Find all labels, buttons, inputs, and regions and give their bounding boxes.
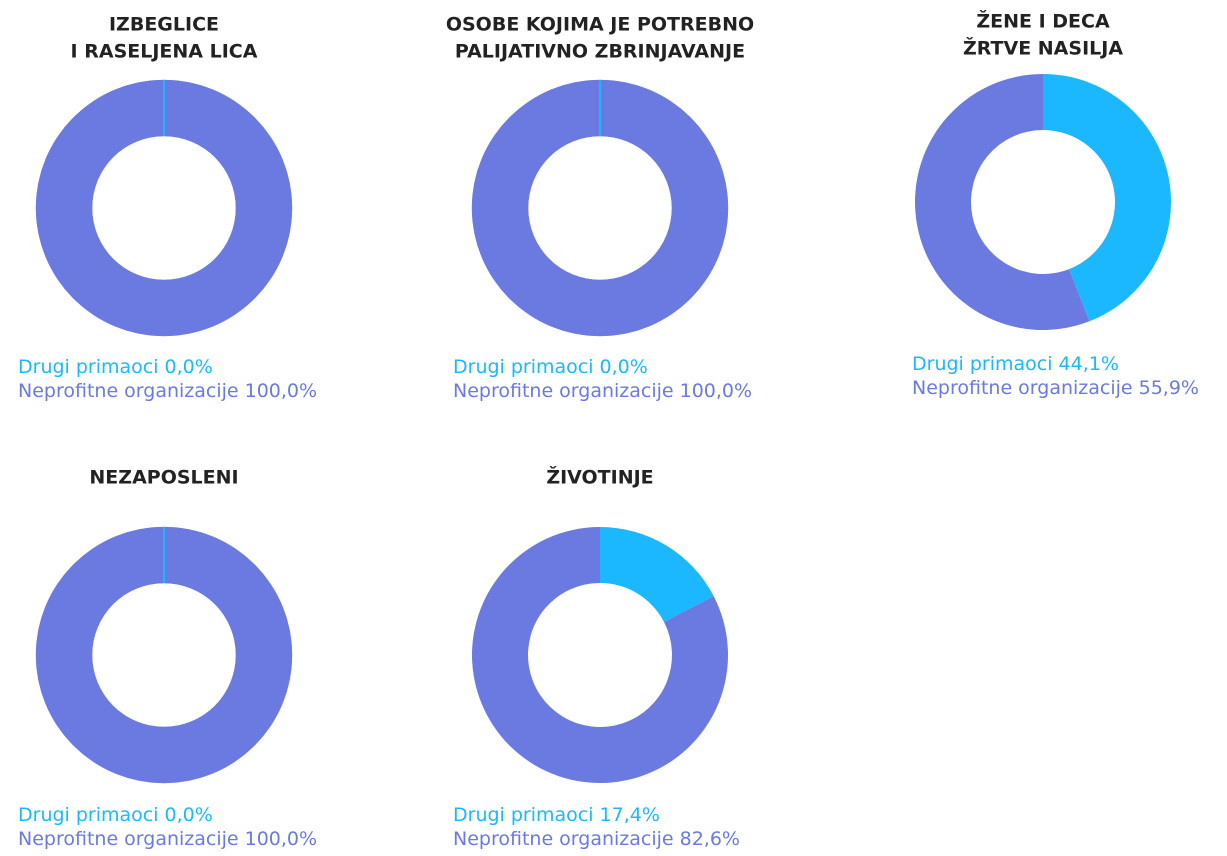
legend-entry: Drugi primaoci 44,1%	[912, 353, 1119, 375]
chart-title: NEZAPOSLENI	[89, 467, 238, 489]
legend-value: 0,0%	[600, 356, 648, 378]
legend-value: 55,9%	[1139, 377, 1199, 399]
legend-entry: Drugi primaoci 0,0%	[18, 804, 213, 826]
legend-entry: Neprofitne organizacije 82,6%	[453, 828, 740, 850]
chart-title: OSOBE KOJIMA JE POTREBNO	[446, 14, 754, 36]
donut-segment	[472, 527, 728, 783]
legend-name: Drugi primaoci	[18, 356, 159, 378]
legend-name: Drugi primaoci	[453, 804, 594, 826]
legend-entry: Neprofitne organizacije 100,0%	[18, 380, 317, 402]
legend-entry: Drugi primaoci 0,0%	[453, 356, 648, 378]
donut-segment	[915, 74, 1090, 330]
chart-title: ŽENE I DECA	[976, 10, 1110, 33]
chart-title: ŽIVOTINJE	[546, 466, 653, 489]
legend-entry: Neprofitne organizacije 55,9%	[912, 377, 1199, 399]
legend-value: 100,0%	[680, 380, 752, 402]
legend-name: Neprofitne organizacije	[912, 377, 1133, 399]
legend-value: 44,1%	[1059, 353, 1119, 375]
chart-title: PALIJATIVNO ZBRINJAVANJE	[455, 41, 745, 63]
legend-value: 17,4%	[600, 804, 660, 826]
donut-segment	[600, 527, 714, 622]
legend-entry: Neprofitne organizacije 100,0%	[453, 380, 752, 402]
legend-value: 100,0%	[245, 828, 317, 850]
legend-name: Neprofitne organizacije	[453, 828, 674, 850]
legend-entry: Neprofitne organizacije 100,0%	[18, 828, 317, 850]
chart-title: IZBEGLICE	[109, 14, 219, 36]
legend-name: Drugi primaoci	[912, 353, 1053, 375]
legend-entry: Drugi primaoci 0,0%	[18, 356, 213, 378]
legend-entry: Drugi primaoci 17,4%	[453, 804, 660, 826]
chart-title: I RASELJENA LICA	[71, 41, 258, 63]
legend-value: 82,6%	[680, 828, 740, 850]
legend-name: Neprofitne organizacije	[453, 380, 674, 402]
donut-segment	[1043, 74, 1171, 322]
legend-name: Drugi primaoci	[453, 356, 594, 378]
legend-name: Neprofitne organizacije	[18, 828, 239, 850]
chart-title: ŽRTVE NASILJA	[963, 37, 1123, 60]
legend-value: 100,0%	[245, 380, 317, 402]
legend-value: 0,0%	[165, 356, 213, 378]
legend-name: Neprofitne organizacije	[18, 380, 239, 402]
legend-value: 0,0%	[165, 804, 213, 826]
legend-name: Drugi primaoci	[18, 804, 159, 826]
